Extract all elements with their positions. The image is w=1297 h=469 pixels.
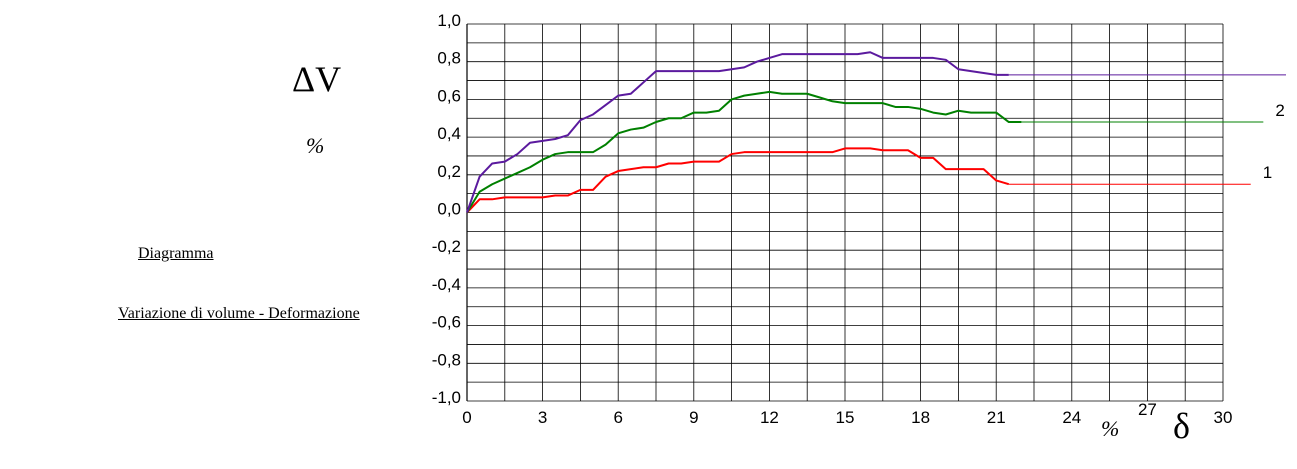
x-axis-label: δ	[1173, 406, 1190, 446]
x-tick-label: 9	[689, 408, 698, 427]
y-tick-label: -1,0	[432, 388, 461, 407]
y-tick-label: -0,2	[432, 237, 461, 256]
x-tick-label: 24	[1062, 408, 1081, 427]
series-lines	[466, 51, 1286, 214]
y-axis-unit: %	[306, 133, 325, 158]
x-tick-label: 0	[462, 408, 471, 427]
series-labels: 123	[1263, 101, 1285, 182]
x-tick-label: 15	[836, 408, 855, 427]
x-tick-label: 21	[987, 408, 1006, 427]
y-tick-label: -0,4	[432, 275, 461, 294]
series-line-1	[466, 147, 1010, 214]
caption-subtitle: Variazione di volume - Deformazione	[118, 305, 360, 322]
y-tick-label: 0,4	[437, 124, 461, 143]
y-axis-label: ΔV	[292, 59, 342, 99]
x-tick-label: 12	[760, 408, 779, 427]
tick-labels: 1,0 0,8 0,6 0,4 0,2 0,0 -0,2 -0,4 -0,6 -0,8 -1,00 3…	[432, 11, 1233, 427]
y-tick-label: 0,2	[437, 162, 461, 181]
x-axis-unit: %	[1101, 416, 1120, 441]
y-tick-label: 1,0	[437, 11, 461, 30]
y-tick-label: -0,6	[432, 313, 461, 332]
x-tick-label: 18	[911, 408, 930, 427]
series-line-3	[466, 51, 1009, 213]
series-label-1: 1	[1263, 163, 1272, 182]
series-line-2	[466, 90, 1022, 214]
x-tick-label: 3	[538, 408, 547, 427]
y-tick-label: 0,8	[437, 49, 461, 68]
y-tick-label: 0,0	[437, 200, 461, 219]
series-label-2: 2	[1275, 101, 1284, 120]
x-tick-label: 30	[1214, 408, 1233, 427]
caption-title: Diagramma	[138, 245, 214, 262]
y-tick-label: 0,6	[437, 86, 461, 105]
x-tick-label: 6	[613, 408, 622, 427]
y-tick-label: -0,8	[432, 350, 461, 369]
x-tick-label: 27	[1138, 400, 1157, 419]
chart-grid	[466, 23, 1224, 402]
